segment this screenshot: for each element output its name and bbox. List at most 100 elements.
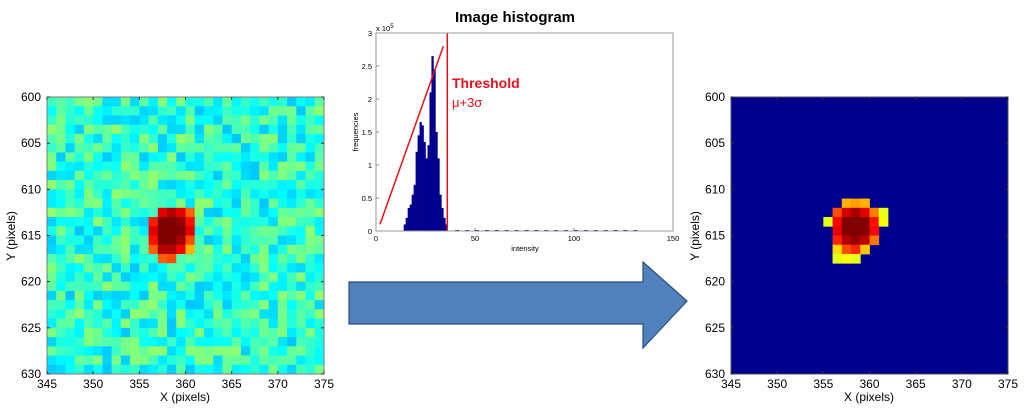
heatmap-cell [47,253,57,264]
heatmap-cell [185,244,196,255]
y-tick-label: 620 [21,275,41,289]
heatmap-cell [185,272,196,283]
heatmap-cell [148,133,159,144]
heatmap-cell [268,290,279,301]
heatmap-cell [222,133,233,144]
heatmap-cell [231,318,242,329]
heatmap-cell [47,290,57,301]
heatmap-cell [305,263,316,273]
heatmap-cell [130,355,140,366]
heatmap-cell [268,226,279,236]
heatmap-cell [314,170,325,181]
heatmap-cell [213,263,223,273]
hist-x-tick-label: 50 [471,234,479,243]
y-tick-label: 615 [21,229,41,243]
heatmap-cell [74,290,85,301]
heatmap-cell [157,124,168,135]
histogram-bar [437,158,440,231]
heatmap-cell [259,346,269,356]
heatmap-cell [176,355,186,366]
heatmap-cell [194,300,205,310]
heatmap-cell [194,235,205,246]
heatmap-cell [176,207,186,218]
heatmap-cell [213,143,223,153]
y-tick-label: 600 [705,90,725,104]
heatmap-cell [305,327,316,338]
heatmap-cell [176,309,186,319]
heatmap-cell [130,170,140,181]
heatmap-cell [111,152,122,163]
heatmap-cell [157,337,168,347]
thresholded-cell [869,226,880,236]
heatmap-cell [83,106,94,116]
heatmap-cell [277,143,288,153]
heatmap-cell [65,189,76,199]
heatmap-cell [74,318,85,329]
heatmap-cell [222,180,233,190]
heatmap-cell [240,364,251,375]
histogram-bar [431,56,434,231]
heatmap-cell [111,346,122,356]
heatmap-cell [176,124,186,135]
heatmap-cell [259,226,269,236]
heatmap-cell [194,124,205,135]
heatmap-cell [305,300,316,310]
heatmap-cell [194,161,205,172]
heatmap-cell [314,318,325,329]
heatmap-cell [213,327,223,338]
heatmap-cell [268,309,279,319]
heatmap-cell [139,263,149,273]
heatmap-cell [130,263,140,273]
heatmap-cell [213,115,223,126]
heatmap-cell [56,244,66,255]
heatmap-cell [74,235,85,246]
heatmap-cell [111,124,122,135]
histogram-y-multiplier-base: x 10 [376,24,390,33]
heatmap-cell [139,207,149,218]
heatmap-cell [139,115,149,126]
heatmap-cell [194,226,205,236]
heatmap-cell [185,115,196,126]
heatmap-cell [250,355,260,366]
heatmap-cell [305,97,316,107]
heatmap-cell [305,207,316,218]
heatmap-cell [277,263,288,273]
histogram-bar [407,207,410,231]
heatmap-cell [231,133,242,144]
heatmap-cell [176,235,186,246]
heatmap-cell [277,318,288,329]
thresholded-cell [851,244,861,255]
heatmap-cell [65,217,76,227]
heatmap-cell [93,290,103,301]
heatmap-cell [240,226,251,236]
heatmap-cell [222,189,233,199]
histogram-y-multiplier: x 105 [376,24,394,33]
histogram-bar [413,184,416,231]
heatmap-cell [259,272,269,283]
heatmap-cell [93,161,103,172]
heatmap-cell [120,124,131,135]
thresholded-cell [832,226,843,236]
heatmap-cell [47,355,57,366]
heatmap-cell [47,124,57,135]
heatmap-cell [250,198,260,209]
heatmap-cell [277,106,288,116]
heatmap-cell [314,152,325,163]
heatmap-cell [120,198,131,209]
heatmap-cell [314,253,325,264]
histogram-bar [421,125,424,231]
heatmap-cell [56,217,66,227]
heatmap-cell [65,337,76,347]
heatmap-cell [120,309,131,319]
heatmap-cell [167,263,177,273]
heatmap-cell [157,133,168,144]
heatmap-cell [47,364,57,375]
heatmap-cell [296,318,306,329]
heatmap-cell [56,207,66,218]
heatmap-cell [277,124,288,135]
thresholded-heatmap-panel: 345 350 355 360 365 370 375 600 605 610 615 620 625… [688,90,1018,404]
heatmap-cell [259,327,269,338]
heatmap-cell [222,115,233,126]
heatmap-cell [111,355,122,366]
heatmap-cell [65,170,76,181]
